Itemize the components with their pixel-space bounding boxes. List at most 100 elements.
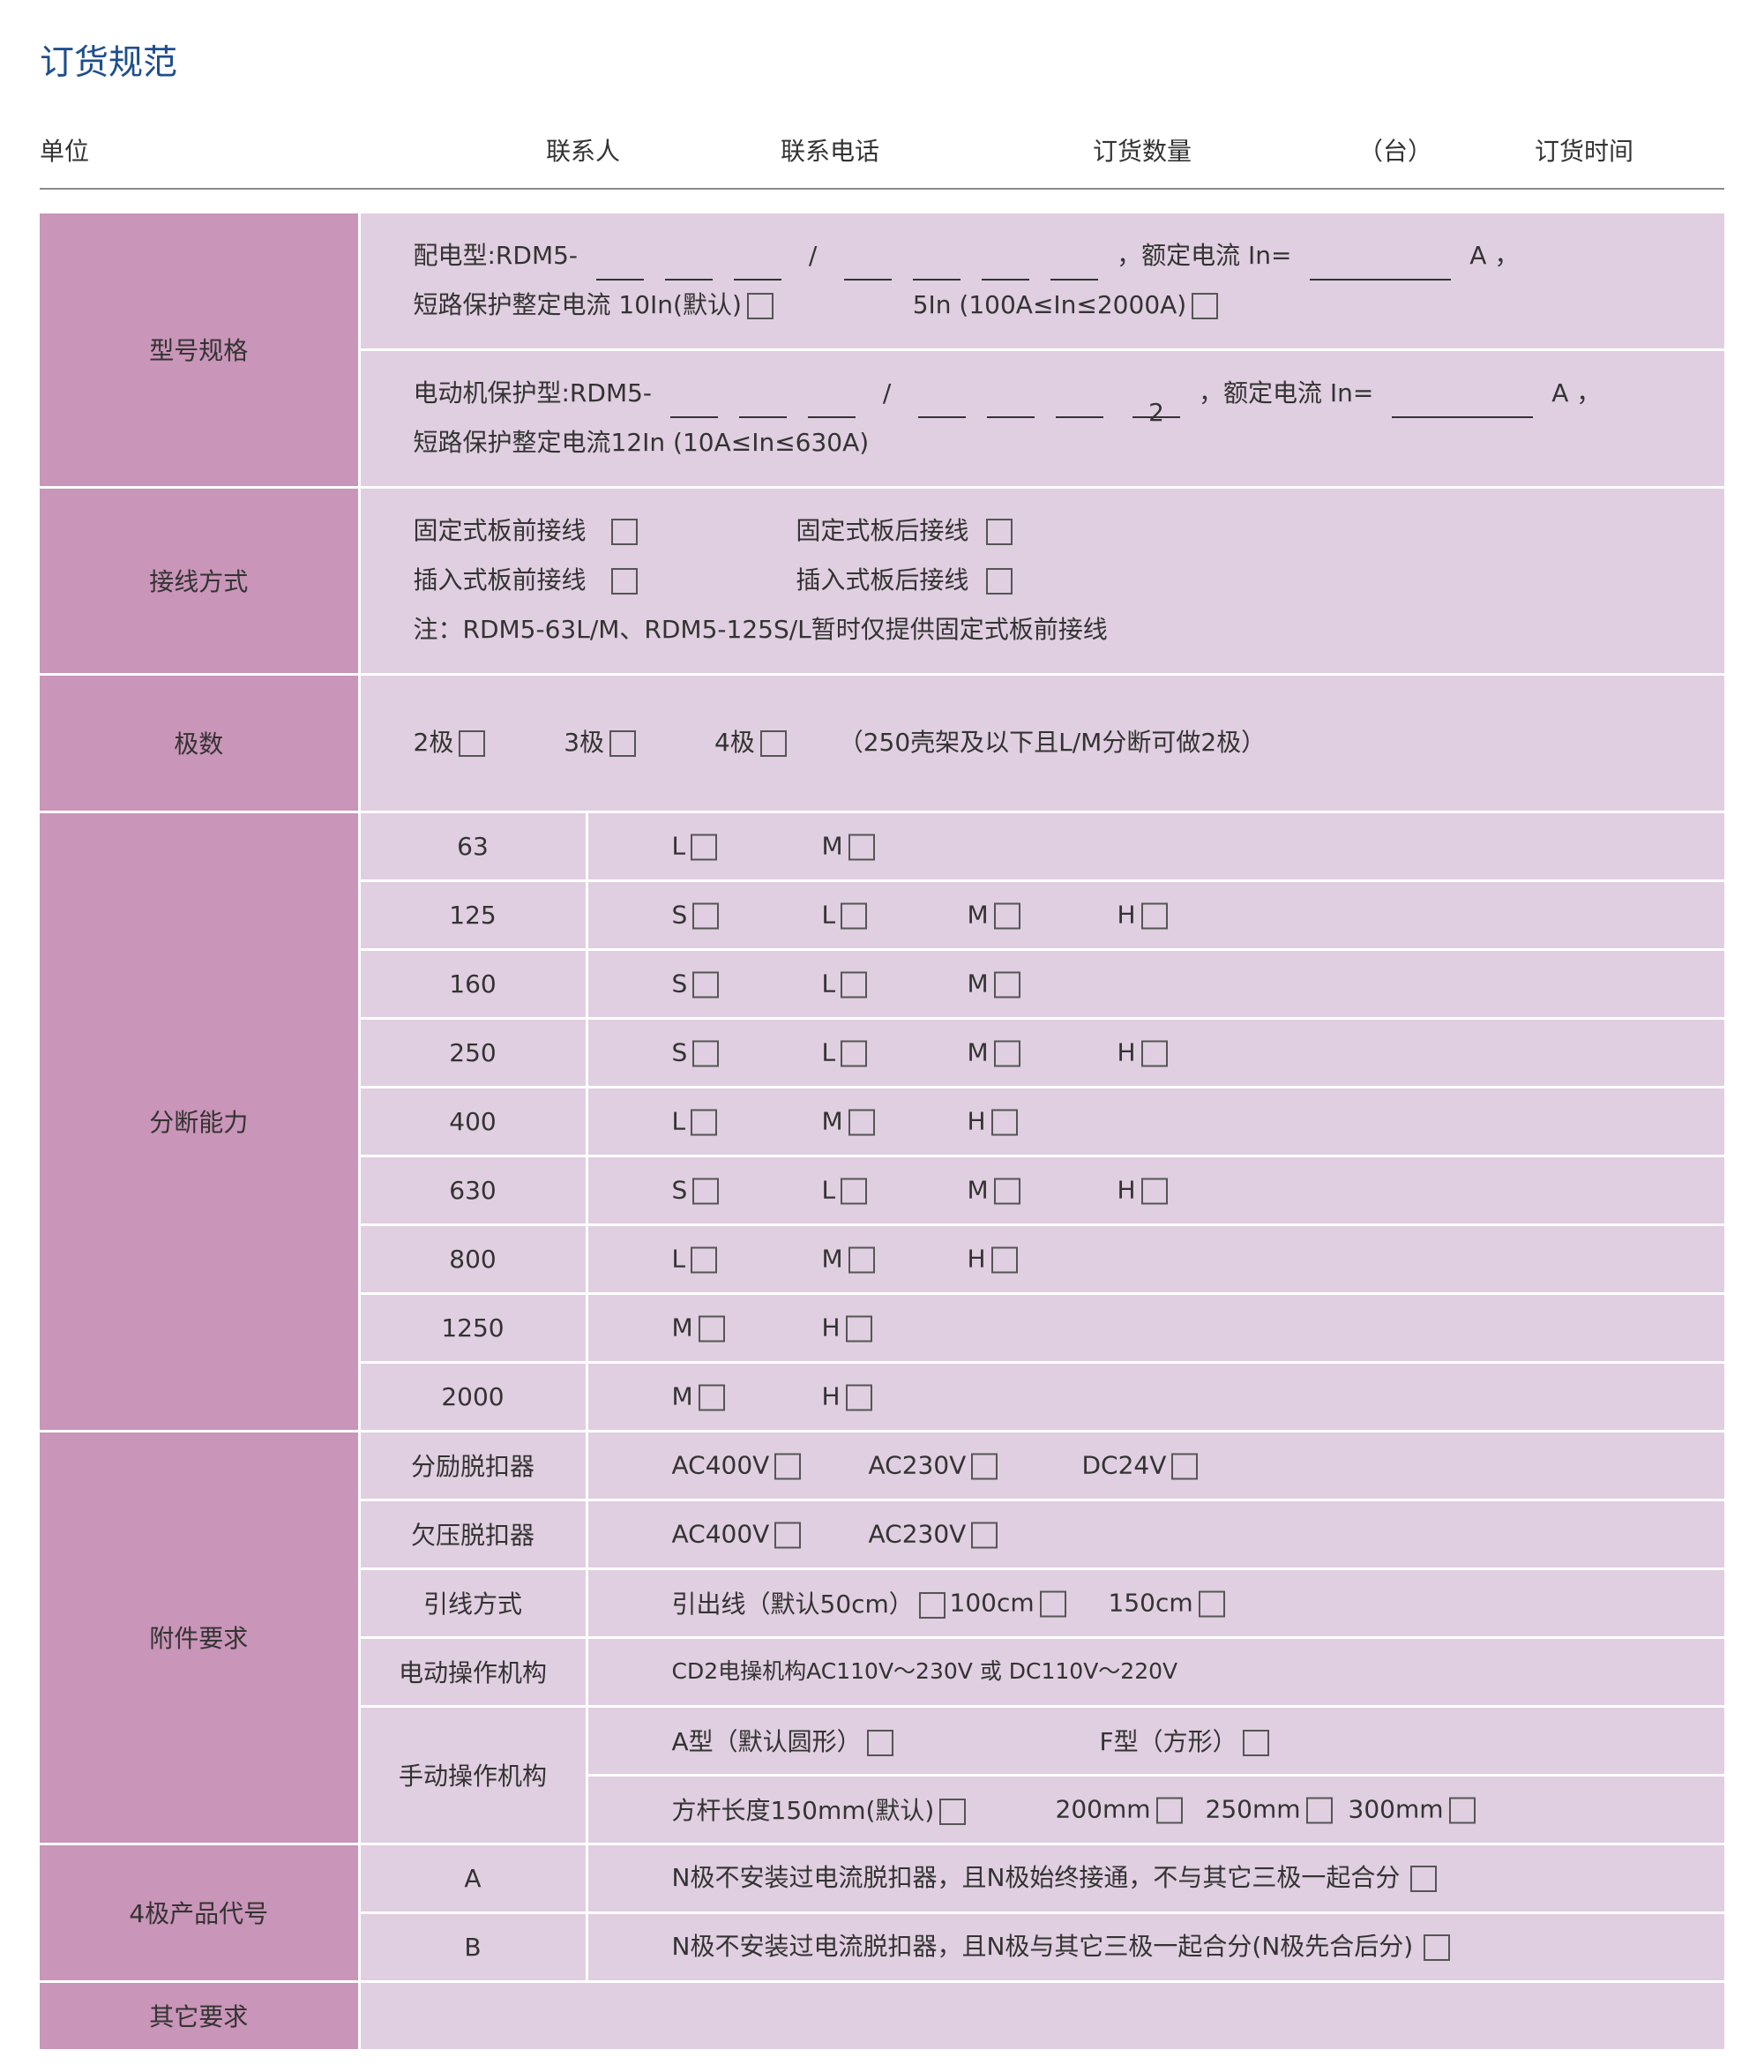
model-blank[interactable] (733, 251, 781, 281)
lead-option: 150cm (1109, 1589, 1225, 1618)
wiring-plugin-front-checkbox[interactable] (610, 568, 638, 595)
breaking-option: M (822, 1245, 875, 1274)
pole-4-checkbox[interactable] (759, 730, 787, 757)
shaft-length-checkbox[interactable] (939, 1799, 967, 1825)
breaking-checkbox[interactable] (993, 902, 1020, 930)
lead-checkbox[interactable] (1198, 1590, 1225, 1618)
breaking-checkbox[interactable] (691, 1246, 718, 1274)
lead-checkbox[interactable] (918, 1592, 946, 1619)
breaking-checkbox[interactable] (692, 971, 720, 999)
breaking-option: S (672, 901, 720, 930)
other-requirements-input[interactable] (357, 1979, 1724, 2052)
breaking-checkbox[interactable] (698, 1315, 725, 1343)
model-blank[interactable] (913, 251, 961, 281)
pole-3-checkbox[interactable] (609, 730, 637, 757)
breaking-checkbox[interactable] (990, 1109, 1018, 1136)
undervoltage-option-label: AC400V (671, 1519, 770, 1549)
frame-size: 63 (357, 810, 588, 882)
model-blank[interactable] (807, 388, 856, 418)
breaking-checkbox[interactable] (848, 834, 875, 861)
model-distribution-cell: 配电型:RDM5- / ，额定电流 In= A ， 短路保护整定电流 10In(… (357, 213, 1724, 351)
handle-type-checkbox[interactable] (1242, 1730, 1269, 1756)
wiring-plugin-rear-checkbox[interactable] (986, 568, 1013, 595)
breaking-checkbox[interactable] (990, 1246, 1018, 1274)
shunt-checkbox[interactable] (774, 1453, 802, 1480)
undervoltage-checkbox[interactable] (971, 1522, 998, 1549)
undervoltage-checkbox[interactable] (774, 1522, 802, 1549)
breaking-checkbox[interactable] (841, 1040, 868, 1067)
breaking-option: H (822, 1382, 872, 1411)
shaft-length-checkbox[interactable] (1448, 1797, 1476, 1824)
model-blank[interactable] (987, 388, 1035, 418)
slash: / (808, 241, 818, 271)
wiring-fixed-front-checkbox[interactable] (610, 519, 638, 545)
breaking-option: H (1117, 1176, 1168, 1205)
handle-type-option-label: F型（方形） (1099, 1727, 1237, 1756)
breaking-checkbox[interactable] (841, 971, 868, 999)
breaking-checkbox[interactable] (848, 1246, 875, 1274)
motor-op-text: CD2电操机构AC110V～230V 或 DC110V～220V (671, 1658, 1178, 1684)
shaft-length-checkbox[interactable] (1155, 1797, 1183, 1824)
wiring-option-label: 固定式板前接线 (413, 516, 587, 545)
shunt-checkbox[interactable] (971, 1453, 998, 1480)
model-blank[interactable] (595, 251, 644, 281)
four-pole-checkbox[interactable] (1410, 1866, 1438, 1892)
model-blank[interactable] (1056, 388, 1104, 418)
breaking-checkbox[interactable] (1140, 1040, 1168, 1067)
pole-option-label: 2极 (413, 728, 454, 757)
motor-short-circuit-line: 短路保护整定电流12In (10A≤In≤630A) (413, 428, 870, 457)
model-blank[interactable] (1050, 251, 1099, 281)
breaking-checkbox[interactable] (993, 971, 1020, 999)
breaking-checkbox[interactable] (841, 1178, 868, 1205)
model-blank[interactable] (982, 251, 1030, 281)
breaking-option-label: S (671, 1037, 688, 1067)
breaking-checkbox[interactable] (993, 1040, 1020, 1067)
breaking-checkbox[interactable] (993, 1178, 1020, 1205)
breaking-row: 分断能力 63 L M (40, 810, 1724, 1432)
wiring-row: 接线方式 固定式板前接线 固定式板后接线 插入式板前接线 插入式板后接线 注：R… (40, 485, 1724, 676)
breaking-checkbox[interactable] (1140, 1178, 1168, 1205)
shunt-checkbox[interactable] (1171, 1453, 1199, 1480)
motor-rated-current-input[interactable] (1392, 388, 1534, 418)
breaking-option: M (968, 969, 1020, 999)
breaking-checkbox[interactable] (845, 1384, 872, 1411)
short-circuit-alt-checkbox[interactable] (1192, 293, 1219, 320)
breaking-option-label: S (671, 1175, 688, 1205)
model-blank[interactable] (844, 251, 893, 281)
breaking-checkbox[interactable] (848, 1109, 875, 1136)
shaft-length-option-label: 250mm (1205, 1794, 1301, 1824)
breaking-option: H (1117, 1038, 1168, 1067)
breaking-checkbox[interactable] (1140, 902, 1168, 930)
breaking-checkbox[interactable] (691, 834, 718, 861)
pole-2-checkbox[interactable] (459, 730, 486, 757)
breaking-checkbox[interactable] (691, 1109, 718, 1136)
accessory-label: 引线方式 (359, 1567, 588, 1639)
breaking-checkbox[interactable] (841, 902, 868, 930)
section-label-poles: 极数 (40, 672, 361, 813)
model-blank[interactable] (669, 388, 718, 418)
short-circuit-default-checkbox[interactable] (746, 293, 774, 320)
lead-checkbox[interactable] (1039, 1590, 1066, 1618)
breaking-checkbox[interactable] (692, 1040, 720, 1067)
poles-cell: 2极 3极 4极 （250壳架及以下且L/M分断可做2极） (357, 672, 1724, 813)
model-blank[interactable] (664, 251, 713, 281)
shunt-option: AC230V (869, 1451, 998, 1480)
breaking-checkbox[interactable] (845, 1315, 872, 1343)
handle-type-checkbox[interactable] (866, 1730, 893, 1756)
breaking-checkbox[interactable] (698, 1384, 725, 1411)
rated-current-input[interactable] (1310, 251, 1452, 281)
wiring-option-label: 插入式板前接线 (413, 565, 587, 595)
wiring-fixed-rear-checkbox[interactable] (986, 519, 1013, 545)
breaking-checkbox[interactable] (692, 902, 720, 930)
model-blank[interactable] (918, 388, 967, 418)
accessory-row-shunt: 附件要求 分励脱扣器 AC400V AC230V DC24V (40, 1429, 1724, 1845)
breaking-checkbox[interactable] (692, 1178, 720, 1205)
shaft-length-option: 250mm (1206, 1795, 1333, 1824)
shaft-length-checkbox[interactable] (1305, 1797, 1333, 1824)
wiring-option-label: 插入式板后接线 (796, 565, 969, 595)
model-blank[interactable] (738, 388, 787, 418)
four-pole-checkbox[interactable] (1424, 1934, 1451, 1961)
